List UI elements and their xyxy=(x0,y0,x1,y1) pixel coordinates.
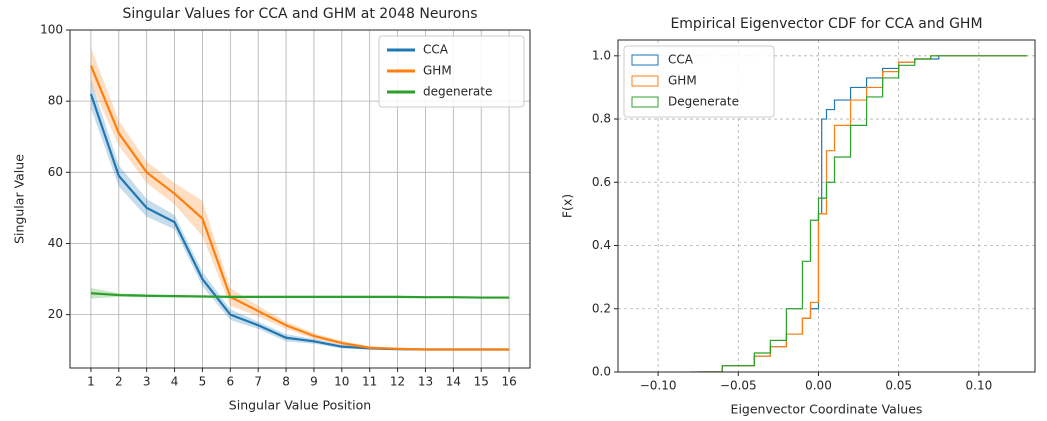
x-tick-label: −0.10 xyxy=(640,379,677,393)
x-axis-label: Eigenvector Coordinate Values xyxy=(731,402,923,417)
cdf-step xyxy=(698,55,1027,372)
x-tick-label: 6 xyxy=(226,375,234,389)
x-tick-label: 8 xyxy=(282,375,290,389)
legend: CCA GHM Degenerate xyxy=(623,45,775,118)
y-tick-label: 100 xyxy=(40,23,63,37)
y-tick-label: 0.8 xyxy=(592,112,611,126)
x-tick-label: 3 xyxy=(143,375,151,389)
y-tick-label: 60 xyxy=(48,165,63,179)
x-tick-label: 15 xyxy=(474,375,489,389)
x-tick-label: 1 xyxy=(87,375,95,389)
y-tick-label: 0.0 xyxy=(592,365,611,379)
legend-box xyxy=(378,35,525,108)
y-tick-label: 80 xyxy=(48,94,63,108)
x-tick-label: 0.05 xyxy=(885,379,912,393)
x-axis-label: Singular Value Position xyxy=(229,398,371,413)
chart-title: Empirical Eigenvector CDF for CCA and GH… xyxy=(670,16,982,32)
line xyxy=(90,292,510,299)
x-tick-label: 11 xyxy=(362,375,377,389)
y-tick-label: 0.6 xyxy=(592,175,611,189)
y-axis-label: F(x) xyxy=(560,194,575,218)
plot-area xyxy=(690,55,1027,372)
x-tick-label: 12 xyxy=(390,375,405,389)
x-tick-label: 7 xyxy=(254,375,262,389)
legend-label: Degenerate xyxy=(668,95,739,109)
confidence-band xyxy=(90,79,510,351)
x-tick-label: 16 xyxy=(501,375,516,389)
legend-label: GHM xyxy=(668,74,697,88)
subplot: −0.10 −0.05 0.00 0.05 0.10 0.0 0.2 0.4 0.6 0.8 1.0… xyxy=(560,16,1036,417)
x-tick-label: 4 xyxy=(171,375,179,389)
y-tick-label: 40 xyxy=(48,236,63,250)
y-tick-label: 20 xyxy=(48,307,63,321)
x-tick-label: 13 xyxy=(418,375,433,389)
y-tick-label: 0.2 xyxy=(592,301,611,315)
x-tick-label: 5 xyxy=(199,375,207,389)
axes-frame xyxy=(617,39,1036,373)
legend-box xyxy=(623,45,775,118)
confidence-band xyxy=(90,47,510,351)
subplot: 1 2 3 4 5 6 7 8 9 10 11 12 13 14 15 1620406080100Singul… xyxy=(12,6,531,413)
legend-label: GHM xyxy=(423,64,452,78)
x-tick-label: 0.10 xyxy=(966,379,993,393)
legend-label: CCA xyxy=(423,43,449,57)
axes-frame xyxy=(69,29,531,369)
legend-label: degenerate xyxy=(423,85,492,99)
x-tick-label: 14 xyxy=(446,375,461,389)
legend-swatch xyxy=(631,54,659,66)
legend-label: CCA xyxy=(668,53,694,67)
x-tick-label: 10 xyxy=(334,375,349,389)
plot-area xyxy=(89,47,510,351)
line xyxy=(89,65,510,351)
y-tick-label: 0.4 xyxy=(592,238,611,252)
x-tick-label: 0.00 xyxy=(805,379,832,393)
x-tick-label: −0.05 xyxy=(720,379,757,393)
legend: CCA GHM degenerate xyxy=(378,35,525,108)
y-tick-label: 1.0 xyxy=(592,48,611,62)
legend-swatch xyxy=(631,96,659,108)
x-tick-label: 9 xyxy=(310,375,318,389)
legend-swatch xyxy=(631,75,659,87)
x-tick-label: 2 xyxy=(115,375,123,389)
line xyxy=(89,93,510,351)
y-axis-label: Singular Value xyxy=(12,154,27,244)
chart-title: Singular Values for CCA and GHM at 2048 … xyxy=(123,6,478,22)
